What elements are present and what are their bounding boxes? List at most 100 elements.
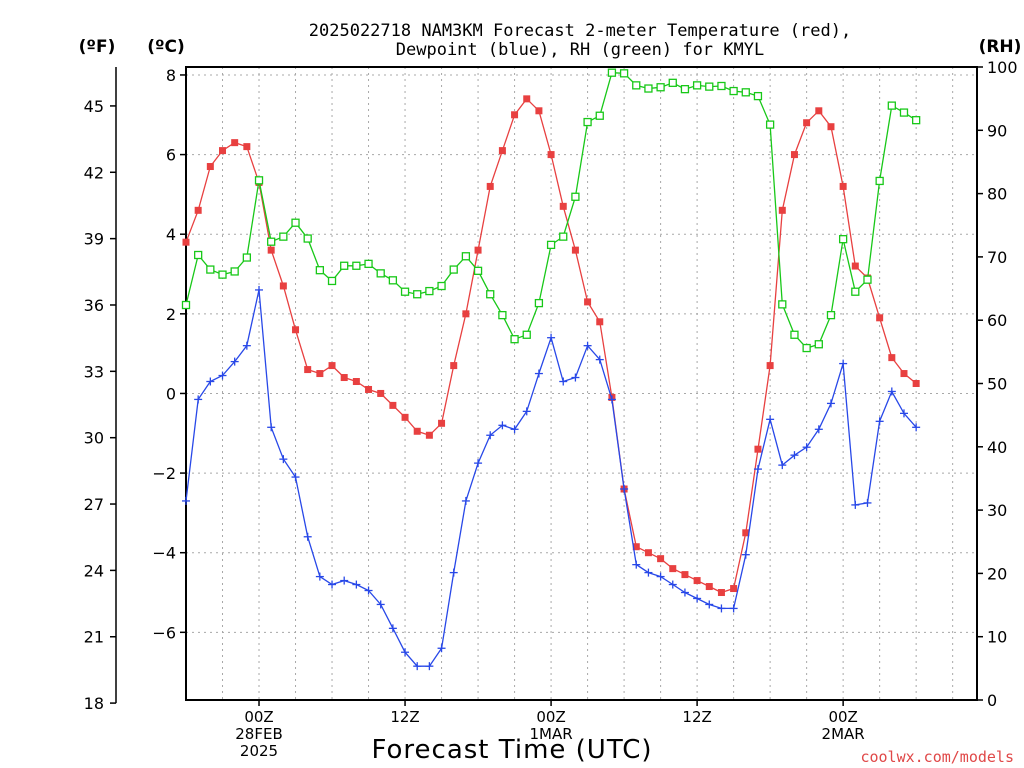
dewpoint-point xyxy=(413,662,422,671)
rh-point xyxy=(802,343,811,353)
dewpoint-point xyxy=(474,459,483,468)
temperature-point xyxy=(267,246,275,254)
temperature-point xyxy=(669,565,677,573)
temperature-point xyxy=(681,571,689,579)
x-tick-label: 00Z xyxy=(828,708,857,726)
temperature-point xyxy=(498,147,506,155)
dewpoint-point xyxy=(863,498,872,507)
rh-point xyxy=(583,117,592,127)
dewpoint-point xyxy=(717,604,726,613)
rh-point xyxy=(242,253,251,262)
dewpoint-point xyxy=(206,377,215,386)
dewpoint-point xyxy=(595,355,604,364)
rh-point xyxy=(644,84,653,93)
dewpoint-point xyxy=(875,417,884,426)
temperature-point xyxy=(243,143,251,151)
rh-point xyxy=(303,234,312,243)
temperature-point xyxy=(827,123,835,131)
rh-tick-label: 10 xyxy=(987,628,1007,647)
temperature-point xyxy=(486,182,494,190)
rh-point xyxy=(778,300,787,309)
dewpoint-point xyxy=(826,399,835,408)
temperature-point xyxy=(413,427,421,435)
fahrenheit-tick-label: 18 xyxy=(84,694,104,713)
dewpoint-point xyxy=(279,455,288,464)
temperature-point xyxy=(742,529,750,537)
fahrenheit-tick-label: 36 xyxy=(84,296,104,315)
chart-title-line-2: Dewpoint (blue), RH (green) for KMYL xyxy=(396,40,764,60)
fahrenheit-unit-label: (ºF) xyxy=(79,37,116,57)
temperature-point xyxy=(425,431,433,439)
rh-point xyxy=(790,330,799,339)
temperature-point xyxy=(754,445,762,453)
rh-tick-label: 100 xyxy=(987,58,1018,77)
temperature-point xyxy=(438,419,446,427)
rh-point xyxy=(400,287,410,296)
temperature-point xyxy=(693,577,701,585)
celsius-tick-label: 2 xyxy=(166,305,176,324)
series-rh xyxy=(181,68,921,353)
axes: 4542393633302724211886420−2−4−6100908070… xyxy=(84,58,1018,760)
dewpoint-point xyxy=(498,421,507,430)
rh-point xyxy=(218,270,227,279)
rh-point xyxy=(254,176,264,185)
rh-tick-label: 40 xyxy=(987,438,1007,457)
temperature-point xyxy=(632,543,640,551)
dewpoint-point xyxy=(267,423,276,432)
temperature-point xyxy=(790,151,798,159)
dewpoint-point xyxy=(680,588,689,597)
x-tick-label: 00Z xyxy=(536,708,565,726)
rh-point xyxy=(181,300,191,310)
dewpoint-point xyxy=(486,431,495,440)
x-tick-label: 12Z xyxy=(682,708,711,726)
temperature-point xyxy=(584,298,592,306)
temperature-point xyxy=(462,310,470,318)
rh-point xyxy=(717,81,726,91)
rh-point xyxy=(765,120,775,129)
celsius-tick-label: 6 xyxy=(166,146,176,165)
dewpoint-point xyxy=(182,496,190,505)
temperature-point xyxy=(511,111,519,119)
dewpoint-point xyxy=(425,662,434,671)
rh-point xyxy=(437,281,446,291)
temperature-point xyxy=(389,401,397,409)
temperature-point xyxy=(596,318,604,326)
temperature-point xyxy=(876,314,884,322)
temperature-point xyxy=(219,147,227,155)
rh-point xyxy=(376,269,385,278)
temperature-point xyxy=(365,385,373,393)
fahrenheit-tick-label: 42 xyxy=(84,163,104,182)
dewpoint-point xyxy=(315,572,324,581)
dewpoint-point xyxy=(571,373,580,382)
source-credit: coolwx.com/models xyxy=(860,748,1014,766)
dewpoint-point xyxy=(364,586,373,595)
temperature-point xyxy=(839,182,847,190)
temperature-point xyxy=(705,583,713,591)
temperature-point xyxy=(535,107,543,115)
dewpoint-point xyxy=(693,594,702,603)
rh-point xyxy=(352,261,361,270)
rh-point xyxy=(571,192,580,201)
temperature-point xyxy=(815,107,823,115)
x-tick-label: 2025 xyxy=(240,742,278,760)
rh-point xyxy=(473,266,483,275)
x-axis-label: Forecast Time (UTC) xyxy=(371,735,652,765)
rh-point xyxy=(461,252,471,261)
dewpoint-point xyxy=(912,423,921,432)
fahrenheit-tick-label: 45 xyxy=(84,97,104,116)
x-tick-label: 00Z xyxy=(244,708,273,726)
rh-point xyxy=(680,85,690,94)
rh-point xyxy=(267,237,276,246)
rh-point xyxy=(595,111,604,120)
temperature-point xyxy=(766,362,774,370)
dewpoint-point xyxy=(839,359,848,368)
dewpoint-point xyxy=(340,576,349,585)
rh-point xyxy=(887,101,896,110)
rh-point xyxy=(486,290,495,299)
dewpoint-point xyxy=(887,387,896,396)
temperature-point xyxy=(377,389,385,397)
rh-tick-label: 30 xyxy=(987,501,1007,520)
dewpoint-point xyxy=(230,357,239,366)
rh-line xyxy=(185,72,917,349)
